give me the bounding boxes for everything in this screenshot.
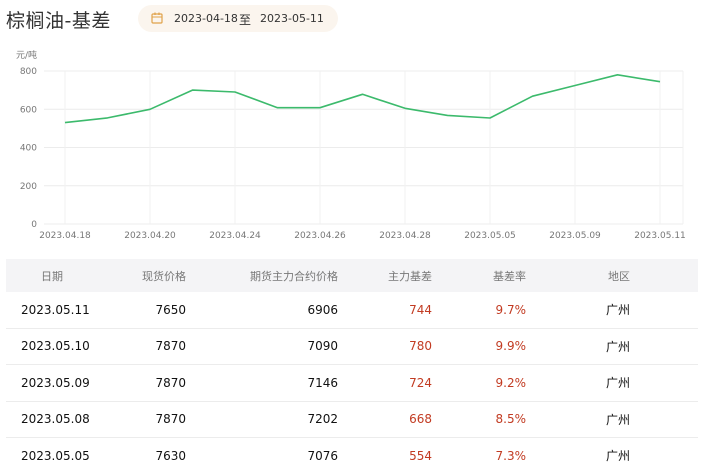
cell-futures-price: 7146 [307, 375, 338, 390]
header-futures-price: 期货主力合约价格 [250, 269, 338, 283]
basis-table: 日期 现货价格 期货主力合约价格 主力基差 基差率 地区 2023.05.11 … [6, 259, 698, 470]
header: 棕榈油-基差 2023-04-18 至 2023-05-11 [0, 0, 704, 40]
cell-futures-price: 7076 [307, 448, 338, 463]
cell-spot-price: 7650 [155, 302, 186, 317]
table-row: 2023.05.05 7630 7076 554 7.3% 广州 [6, 438, 698, 470]
table-row: 2023.05.08 7870 7202 668 8.5% 广州 [6, 402, 698, 438]
chart-svg: 元/吨 0 200 400 600 800 2023.04.18 2023.04.20 2023… [16, 49, 686, 241]
cell-spot-price: 7630 [155, 448, 186, 463]
x-tick-label: 2023.05.11 [634, 231, 686, 241]
cell-date: 2023.05.05 [21, 448, 90, 463]
basis-line-chart: 元/吨 0 200 400 600 800 2023.04.18 2023.04.20 2023… [0, 40, 704, 250]
x-tick-label: 2023.04.20 [124, 231, 176, 241]
date-start[interactable]: 2023-04-18 [174, 12, 238, 25]
y-tick-label: 200 [20, 182, 37, 192]
cell-futures-price: 7202 [307, 412, 338, 427]
y-tick-label: 800 [20, 67, 37, 77]
table-row: 2023.05.10 7870 7090 780 9.9% 广州 [6, 329, 698, 365]
x-tick-label: 2023.04.18 [39, 231, 91, 241]
y-tick-label: 0 [31, 220, 37, 230]
cell-date: 2023.05.09 [21, 375, 90, 390]
series-line [64, 73, 661, 124]
date-end[interactable]: 2023-05-11 [260, 12, 324, 25]
cell-basis-rate: 9.7% [495, 302, 527, 317]
cell-basis: 724 [409, 375, 432, 390]
header-date: 日期 [41, 269, 63, 283]
header-region: 地区 [608, 269, 630, 283]
header-basis-rate: 基差率 [493, 269, 526, 283]
table-body: 2023.05.11 7650 6906 744 9.7% 广州 2023.05… [6, 292, 698, 470]
cell-date: 2023.05.11 [21, 302, 90, 317]
x-tick-label: 2023.04.28 [379, 231, 431, 241]
cell-basis: 668 [409, 412, 432, 427]
x-tick-label: 2023.05.05 [464, 231, 516, 241]
page-title: 棕榈油-基差 [6, 10, 111, 32]
x-tick-label: 2023.04.24 [209, 231, 261, 241]
date-range-picker[interactable]: 2023-04-18 至 2023-05-11 [138, 5, 338, 32]
date-separator: 至 [239, 13, 252, 27]
cell-basis-rate: 7.3% [495, 448, 527, 463]
x-tick-label: 2023.04.26 [294, 231, 346, 241]
cell-basis-rate: 8.5% [495, 412, 527, 427]
y-axis-label: 元/吨 [16, 49, 37, 61]
cell-spot-price: 7870 [155, 375, 186, 390]
header-spot-price: 现货价格 [142, 269, 186, 283]
cell-basis: 744 [409, 302, 432, 317]
cell-basis-rate: 9.9% [495, 339, 527, 354]
cell-region: 广州 [605, 449, 630, 464]
table-row: 2023.05.09 7870 7146 724 9.2% 广州 [6, 365, 698, 402]
table-row: 2023.05.11 7650 6906 744 9.7% 广州 [6, 292, 698, 329]
cell-spot-price: 7870 [155, 339, 186, 354]
calendar-icon [151, 12, 163, 24]
table-header: 日期 现货价格 期货主力合约价格 主力基差 基差率 地区 [6, 259, 698, 292]
cell-region: 广州 [605, 412, 630, 427]
cell-basis-rate: 9.2% [495, 375, 527, 390]
cell-spot-price: 7870 [155, 412, 186, 427]
cell-date: 2023.05.10 [21, 339, 90, 354]
cell-futures-price: 6906 [307, 302, 338, 317]
x-tick-label: 2023.05.09 [549, 231, 601, 241]
cell-region: 广州 [605, 376, 630, 391]
cell-basis: 554 [409, 448, 432, 463]
header-basis: 主力基差 [388, 269, 432, 283]
cell-futures-price: 7090 [307, 339, 338, 354]
y-tick-label: 600 [20, 105, 37, 115]
cell-region: 广州 [605, 339, 630, 354]
cell-region: 广州 [605, 303, 630, 318]
cell-basis: 780 [409, 339, 432, 354]
cell-date: 2023.05.08 [21, 412, 90, 427]
y-tick-label: 400 [20, 144, 37, 154]
